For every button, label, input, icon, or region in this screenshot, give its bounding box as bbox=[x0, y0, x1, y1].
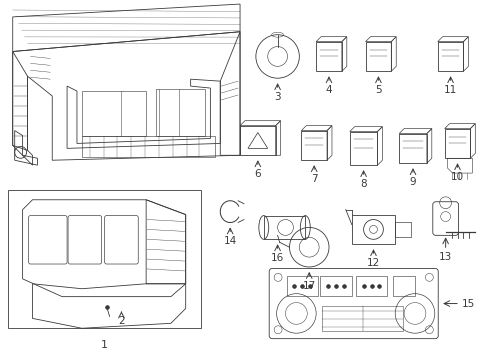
Bar bbox=[394, 221, 410, 237]
Bar bbox=[320, 276, 351, 296]
Text: 5: 5 bbox=[374, 85, 381, 95]
Text: 17: 17 bbox=[302, 281, 315, 291]
Bar bbox=[240, 126, 275, 155]
Bar bbox=[351, 215, 394, 244]
Bar bbox=[365, 42, 390, 71]
Bar bbox=[301, 131, 326, 160]
Bar bbox=[156, 89, 205, 135]
Text: 14: 14 bbox=[223, 237, 236, 246]
Text: 16: 16 bbox=[270, 253, 284, 263]
Text: 8: 8 bbox=[360, 179, 366, 189]
Bar bbox=[322, 306, 402, 331]
Bar bbox=[263, 216, 305, 239]
Bar bbox=[8, 190, 200, 328]
Bar bbox=[392, 276, 414, 296]
Bar bbox=[437, 42, 463, 71]
Bar bbox=[81, 91, 146, 135]
Bar bbox=[398, 134, 426, 163]
Text: 12: 12 bbox=[366, 258, 379, 268]
Text: 3: 3 bbox=[274, 92, 280, 102]
Text: 9: 9 bbox=[409, 177, 415, 187]
Text: 1: 1 bbox=[101, 340, 107, 350]
Bar bbox=[286, 276, 318, 296]
Text: 4: 4 bbox=[325, 85, 332, 95]
Text: 6: 6 bbox=[254, 169, 261, 179]
Text: 13: 13 bbox=[438, 252, 451, 262]
Text: 7: 7 bbox=[310, 174, 317, 184]
Bar bbox=[349, 131, 377, 165]
Text: 2: 2 bbox=[118, 316, 124, 327]
Text: 15: 15 bbox=[461, 298, 474, 309]
Bar bbox=[316, 42, 341, 71]
Bar bbox=[444, 129, 469, 158]
Text: 11: 11 bbox=[443, 85, 456, 95]
Text: 10: 10 bbox=[450, 172, 463, 182]
Bar bbox=[355, 276, 386, 296]
Bar bbox=[81, 135, 215, 157]
